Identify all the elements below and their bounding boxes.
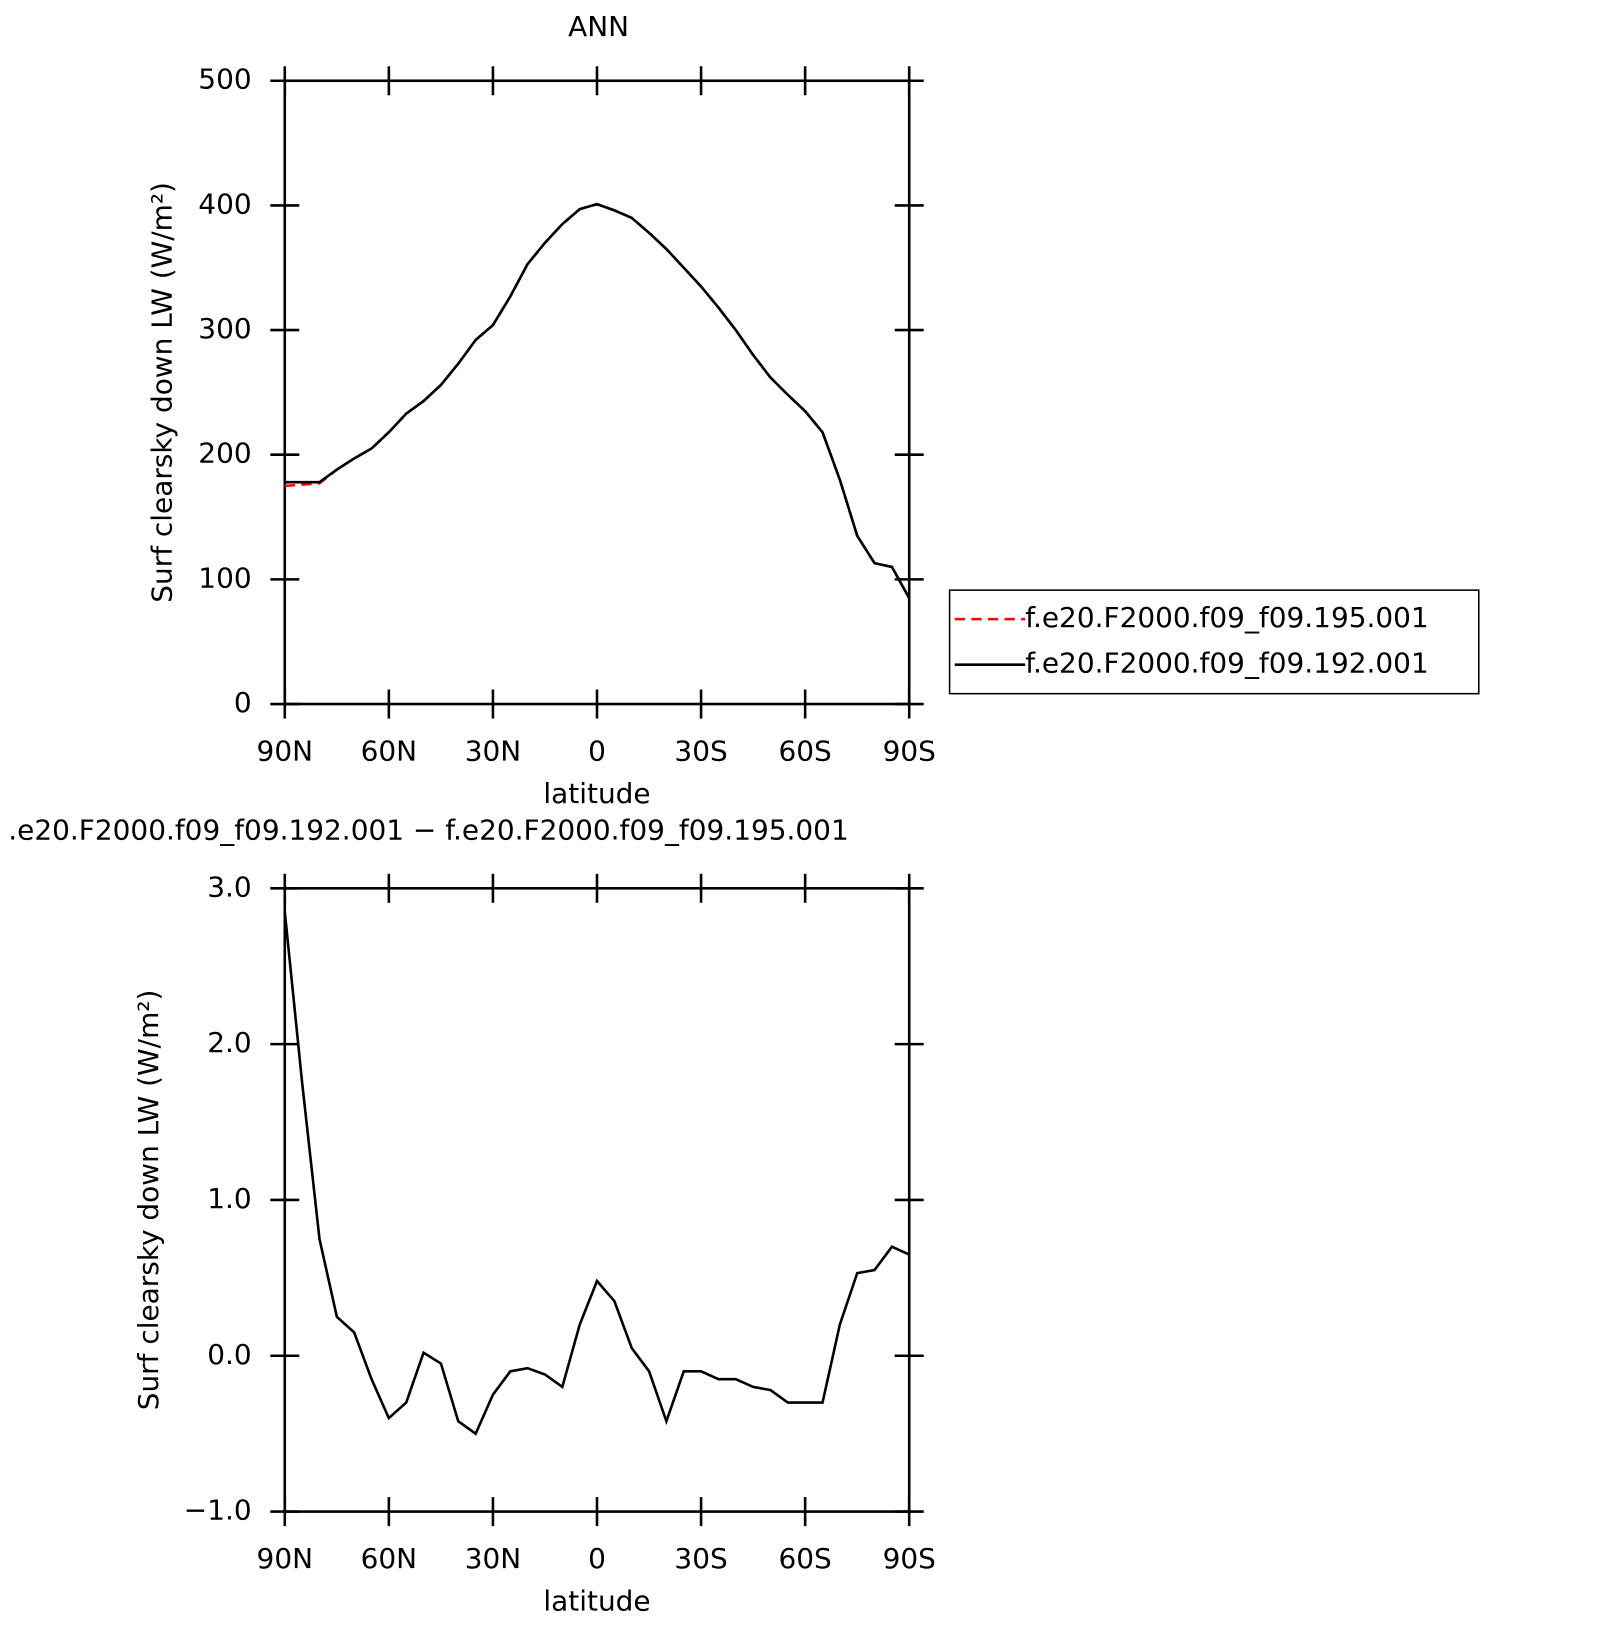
x-axis-label: latitude xyxy=(543,777,650,810)
x-tick-label: 0 xyxy=(588,1542,606,1575)
x-tick-label: 60N xyxy=(361,1542,417,1575)
data-line xyxy=(283,911,910,1436)
plot-frame xyxy=(283,79,911,706)
chart-title: .e20.F2000.f09_f09.192.001 − f.e20.F2000… xyxy=(8,813,848,846)
plot-frame xyxy=(283,887,911,1513)
y-axis-label: Surf clearsky down LW (W/m²) xyxy=(146,182,179,603)
x-tick-label: 30N xyxy=(465,735,521,768)
y-tick-label: 100 xyxy=(198,561,251,594)
y-tick-label: 0.0 xyxy=(207,1338,251,1371)
x-tick-label: 30N xyxy=(465,1542,521,1575)
chart-title: ANN xyxy=(568,10,629,43)
x-axis-label: latitude xyxy=(543,1585,650,1618)
y-tick-label: 1.0 xyxy=(207,1182,251,1215)
y-tick-label: 200 xyxy=(198,437,251,470)
y-tick-label: 400 xyxy=(198,187,251,220)
data-line xyxy=(284,202,911,599)
y-tick-label: −1.0 xyxy=(184,1494,252,1527)
x-tick-label: 0 xyxy=(588,735,606,768)
legend-box xyxy=(948,589,1480,695)
legend-label: f.e20.F2000.f09_f09.192.001 xyxy=(1025,647,1429,680)
x-tick-label: 90N xyxy=(257,735,313,768)
x-tick-label: 90N xyxy=(257,1542,313,1575)
y-tick-label: 2.0 xyxy=(207,1026,251,1059)
x-tick-label: 60S xyxy=(778,735,831,768)
x-tick-label: 90S xyxy=(883,735,936,768)
data-line xyxy=(284,202,911,599)
x-tick-label: 60S xyxy=(778,1542,831,1575)
x-tick-label: 30S xyxy=(674,735,727,768)
y-tick-label: 0 xyxy=(234,686,252,719)
y-axis-label: Surf clearsky down LW (W/m²) xyxy=(132,990,165,1411)
y-tick-label: 300 xyxy=(198,312,251,345)
x-tick-label: 30S xyxy=(674,1542,727,1575)
x-tick-label: 60N xyxy=(361,735,417,768)
y-tick-label: 500 xyxy=(198,63,251,96)
y-tick-label: 3.0 xyxy=(207,870,251,903)
legend-label: f.e20.F2000.f09_f09.195.001 xyxy=(1025,601,1429,634)
x-tick-label: 90S xyxy=(883,1542,936,1575)
